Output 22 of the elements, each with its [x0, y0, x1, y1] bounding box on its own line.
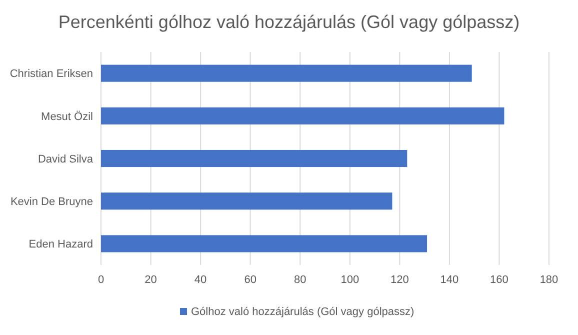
bar	[101, 107, 504, 124]
x-tick-label: 60	[244, 274, 256, 286]
y-tick-label: Kevin De Bruyne	[10, 196, 93, 208]
x-tick-label: 100	[340, 274, 360, 286]
y-tick-label: David Silva	[38, 153, 94, 166]
y-tick-label: Christian Eriksen	[10, 68, 93, 80]
x-tick-label: 20	[144, 274, 157, 286]
legend-label: Gólhoz való hozzájárulás (Gól vagy gólpassz)	[191, 306, 414, 318]
bar	[101, 150, 408, 168]
y-tick-label: Eden Hazard	[28, 238, 93, 251]
x-tick-label: 120	[390, 274, 409, 286]
x-tick-label: 80	[294, 274, 306, 286]
x-tick-label: 40	[194, 274, 207, 286]
x-tick-label: 160	[490, 274, 508, 286]
x-tick-label: 0	[98, 274, 104, 286]
bar	[101, 192, 392, 210]
x-tick-label: 180	[540, 274, 558, 286]
bar	[101, 235, 428, 252]
x-tick-label: 140	[440, 274, 459, 286]
y-tick-label: Mesut Özil	[41, 110, 93, 123]
chart-title: Percenkénti gólhoz való hozzájárulás (Gól vagy gólpassz)	[58, 12, 520, 32]
bar	[101, 64, 472, 82]
